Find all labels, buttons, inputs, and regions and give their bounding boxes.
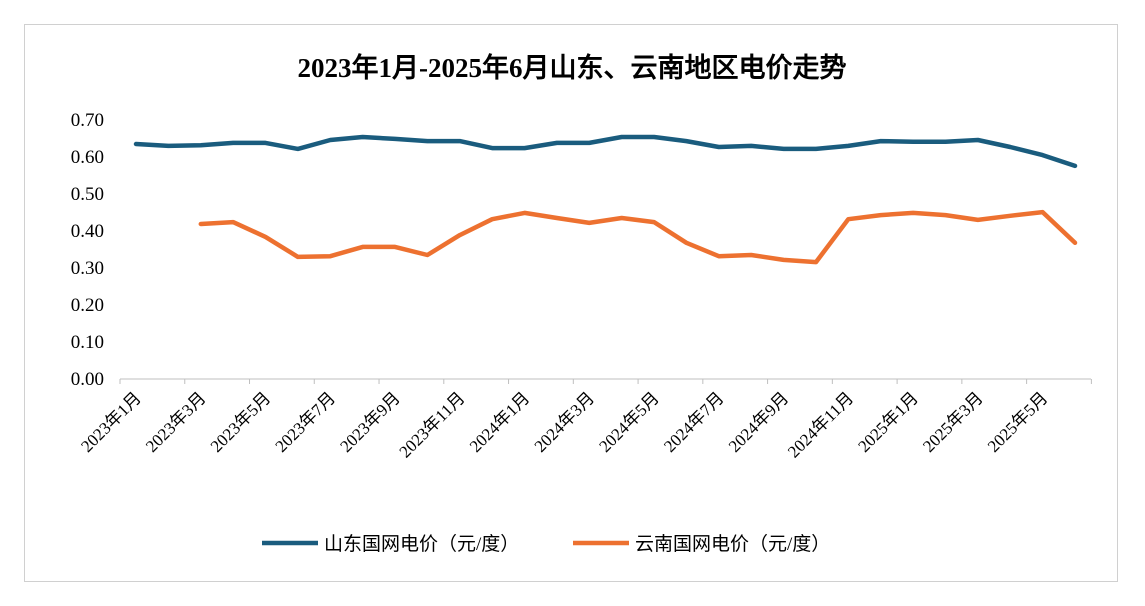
y-tick-label: 0.60 <box>71 147 104 168</box>
chart-frame <box>24 24 1118 582</box>
x-tick-label: 2024年9月 <box>725 388 793 456</box>
y-tick-label: 0.70 <box>71 110 104 131</box>
x-tick-label: 2023年1月 <box>77 388 145 456</box>
x-tick-label: 2024年5月 <box>595 388 663 456</box>
series-line-shandong <box>133 134 1078 169</box>
legend-label: 云南国网电价（元/度） <box>635 533 830 555</box>
x-tick-label: 2024年7月 <box>660 388 728 456</box>
legend-label: 山东国网电价（元/度） <box>324 533 519 555</box>
x-tick-label: 2025年1月 <box>854 388 922 456</box>
x-tick-label: 2024年3月 <box>531 388 599 456</box>
x-tick-label: 2023年5月 <box>207 388 275 456</box>
x-tick-label: 2023年3月 <box>142 388 210 456</box>
chart-title: 2023年1月-2025年6月山东、云南地区电价走势 <box>298 52 847 83</box>
y-tick-label: 0.30 <box>71 258 104 279</box>
x-tick-label: 2024年1月 <box>466 388 534 456</box>
y-tick-label: 0.00 <box>71 369 104 390</box>
x-tick-label: 2024年11月 <box>784 388 857 461</box>
x-tick-label: 2023年7月 <box>272 388 340 456</box>
y-tick-label: 0.40 <box>71 221 104 242</box>
series-line-yunnan <box>198 209 1078 265</box>
y-tick-label: 0.20 <box>71 295 104 316</box>
x-tick-label: 2025年3月 <box>919 388 987 456</box>
x-tick-label: 2023年9月 <box>336 388 404 456</box>
x-tick-label: 2025年5月 <box>984 388 1052 456</box>
x-tick-label: 2023年11月 <box>396 388 469 461</box>
y-tick-label: 0.50 <box>71 184 104 205</box>
y-tick-label: 0.10 <box>71 332 104 353</box>
